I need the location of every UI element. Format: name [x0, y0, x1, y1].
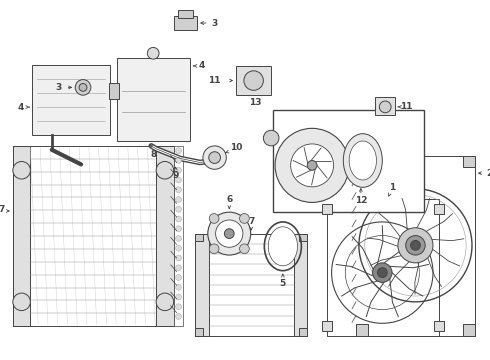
Circle shape	[240, 213, 249, 223]
Circle shape	[13, 162, 30, 179]
Circle shape	[175, 284, 181, 290]
Bar	[173, 16, 197, 30]
Circle shape	[175, 148, 181, 154]
Circle shape	[291, 144, 334, 187]
Bar	[463, 324, 475, 336]
Bar	[434, 321, 444, 331]
Circle shape	[240, 244, 249, 254]
Circle shape	[175, 265, 181, 271]
Circle shape	[175, 206, 181, 212]
Bar	[356, 156, 475, 336]
Text: 10: 10	[230, 143, 242, 152]
Text: 7: 7	[248, 217, 254, 226]
Circle shape	[208, 212, 251, 255]
Bar	[13, 146, 30, 326]
Circle shape	[175, 177, 181, 183]
Text: 8: 8	[150, 150, 156, 159]
Bar	[109, 83, 119, 99]
Circle shape	[175, 235, 181, 242]
Bar	[463, 156, 475, 167]
Ellipse shape	[349, 141, 376, 180]
Bar	[356, 324, 368, 336]
Circle shape	[175, 314, 181, 319]
Bar	[195, 328, 203, 336]
Circle shape	[175, 294, 181, 300]
Text: 2: 2	[487, 169, 490, 178]
Bar	[356, 156, 368, 167]
Circle shape	[406, 235, 425, 255]
Circle shape	[398, 228, 433, 263]
Circle shape	[175, 226, 181, 232]
Circle shape	[175, 275, 181, 280]
Circle shape	[377, 268, 387, 278]
Text: 3: 3	[55, 83, 62, 92]
Bar	[195, 234, 307, 336]
Circle shape	[244, 71, 263, 90]
Circle shape	[263, 130, 279, 146]
Circle shape	[175, 167, 181, 173]
Text: 4: 4	[18, 103, 24, 112]
Circle shape	[203, 146, 226, 169]
Text: 5: 5	[280, 279, 286, 288]
Circle shape	[209, 152, 221, 163]
Bar	[375, 97, 395, 115]
Text: 6: 6	[226, 195, 232, 204]
Bar	[299, 328, 307, 336]
Text: 4: 4	[199, 62, 205, 71]
Circle shape	[372, 263, 392, 282]
Ellipse shape	[343, 134, 382, 187]
Bar	[177, 10, 193, 18]
Circle shape	[175, 158, 181, 163]
Text: 13: 13	[249, 98, 262, 107]
Circle shape	[79, 84, 87, 91]
Circle shape	[156, 293, 173, 311]
Text: 9: 9	[172, 171, 179, 180]
Circle shape	[175, 197, 181, 202]
Bar	[273, 110, 424, 212]
Text: 11: 11	[400, 102, 413, 111]
Text: 1: 1	[389, 183, 395, 192]
Text: 12: 12	[355, 196, 367, 205]
Circle shape	[175, 216, 181, 222]
Bar	[195, 234, 209, 336]
Circle shape	[175, 255, 181, 261]
Bar	[322, 204, 332, 214]
Bar	[32, 65, 110, 135]
Text: 7: 7	[0, 204, 4, 213]
Ellipse shape	[268, 227, 297, 266]
Circle shape	[307, 161, 317, 170]
Bar	[117, 58, 190, 141]
Circle shape	[156, 162, 173, 179]
Bar	[173, 146, 183, 326]
Bar	[195, 234, 203, 242]
Circle shape	[224, 229, 234, 238]
Bar	[327, 199, 439, 336]
Circle shape	[13, 293, 30, 311]
Text: 3: 3	[212, 19, 218, 28]
Bar	[156, 146, 173, 326]
Circle shape	[75, 80, 91, 95]
Circle shape	[411, 240, 420, 250]
Circle shape	[175, 304, 181, 310]
Circle shape	[175, 245, 181, 251]
Text: 11: 11	[208, 76, 221, 85]
Circle shape	[275, 128, 349, 202]
Bar	[236, 66, 271, 95]
Circle shape	[379, 101, 391, 113]
Circle shape	[209, 244, 219, 254]
Circle shape	[147, 48, 159, 59]
Circle shape	[216, 220, 243, 247]
Bar	[434, 204, 444, 214]
Circle shape	[209, 213, 219, 223]
Bar	[13, 146, 173, 326]
Circle shape	[175, 187, 181, 193]
Bar	[322, 321, 332, 331]
Bar	[299, 234, 307, 242]
Bar	[294, 234, 307, 336]
